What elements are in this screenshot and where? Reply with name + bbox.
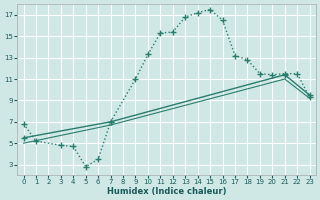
X-axis label: Humidex (Indice chaleur): Humidex (Indice chaleur)	[107, 187, 226, 196]
